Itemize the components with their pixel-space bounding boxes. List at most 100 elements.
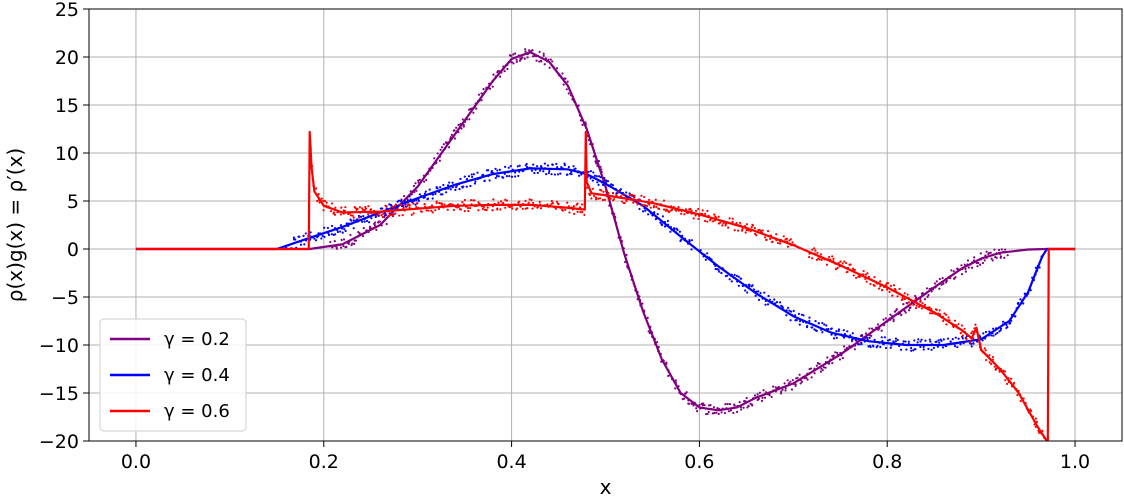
data-point	[792, 309, 795, 312]
data-point	[892, 284, 896, 287]
data-point	[930, 312, 934, 315]
data-point	[309, 231, 312, 234]
data-point	[420, 210, 423, 213]
data-point	[647, 213, 650, 216]
data-point	[758, 391, 761, 394]
data-point	[439, 186, 442, 189]
data-point	[789, 319, 792, 322]
data-point	[896, 338, 899, 342]
data-point	[690, 248, 693, 251]
data-point	[547, 171, 551, 175]
data-point	[946, 337, 950, 340]
data-point	[499, 208, 502, 211]
data-point	[442, 143, 445, 146]
data-point	[846, 330, 849, 333]
data-point	[332, 211, 336, 214]
data-point	[769, 237, 772, 241]
data-point	[433, 157, 436, 160]
data-point	[361, 235, 365, 238]
data-point	[842, 345, 846, 348]
data-point	[997, 248, 1001, 252]
data-point	[431, 197, 434, 200]
data-point	[362, 215, 365, 218]
data-point	[992, 327, 995, 330]
data-point	[799, 382, 802, 385]
data-point	[826, 356, 829, 359]
data-point	[358, 216, 361, 219]
data-point	[572, 165, 575, 168]
data-point	[718, 270, 721, 273]
data-point	[567, 165, 570, 169]
data-point	[738, 401, 741, 404]
data-point	[353, 242, 356, 246]
data-point	[785, 314, 788, 317]
data-point	[904, 340, 907, 343]
data-point	[502, 176, 505, 179]
data-point	[880, 336, 883, 339]
data-point	[702, 402, 705, 405]
data-point	[437, 207, 441, 211]
data-point	[499, 75, 502, 78]
data-point	[730, 280, 733, 283]
data-point	[538, 200, 541, 204]
data-point	[615, 193, 618, 197]
data-point	[704, 212, 707, 215]
data-point	[788, 309, 791, 312]
data-point	[667, 374, 670, 377]
data-point	[690, 209, 693, 212]
data-point	[340, 246, 343, 249]
data-point	[714, 267, 717, 271]
data-point	[816, 251, 819, 254]
data-point	[503, 70, 506, 73]
data-point	[538, 50, 541, 53]
data-point	[450, 133, 453, 136]
data-point	[612, 197, 616, 201]
data-point	[320, 197, 323, 200]
data-point	[601, 183, 605, 187]
legend-box	[99, 318, 247, 432]
data-point	[818, 362, 821, 366]
data-point	[827, 255, 831, 259]
data-point	[983, 259, 986, 262]
data-point	[641, 210, 645, 213]
data-point	[449, 188, 452, 191]
data-point	[979, 263, 982, 266]
data-point	[652, 204, 656, 208]
data-point	[496, 208, 499, 211]
data-point	[713, 411, 716, 414]
legend-label: γ = 0.6	[164, 401, 230, 422]
data-point	[555, 67, 559, 70]
data-point	[1002, 320, 1005, 323]
data-point	[822, 366, 825, 369]
data-point	[878, 287, 881, 290]
data-point	[374, 221, 377, 224]
data-point	[456, 206, 459, 209]
data-point	[363, 220, 366, 223]
data-point	[860, 342, 863, 346]
data-point	[994, 333, 997, 336]
data-point	[428, 188, 431, 191]
data-point	[735, 221, 738, 225]
data-point	[468, 118, 471, 121]
data-point	[532, 163, 535, 166]
data-point	[494, 167, 497, 170]
data-point	[354, 207, 357, 210]
data-point	[303, 243, 306, 246]
data-point	[745, 396, 748, 400]
data-point	[340, 238, 343, 242]
data-point	[507, 166, 510, 169]
data-point	[757, 298, 761, 302]
data-point	[599, 176, 602, 179]
data-point	[445, 191, 448, 194]
data-point	[892, 318, 895, 321]
data-point	[513, 52, 517, 55]
data-point	[391, 205, 394, 208]
data-point	[768, 394, 771, 397]
data-point	[886, 282, 890, 285]
data-point	[359, 215, 363, 218]
data-point	[813, 372, 816, 375]
data-point	[727, 410, 730, 413]
data-point	[800, 380, 804, 383]
data-point	[343, 228, 346, 231]
data-point	[604, 190, 608, 193]
